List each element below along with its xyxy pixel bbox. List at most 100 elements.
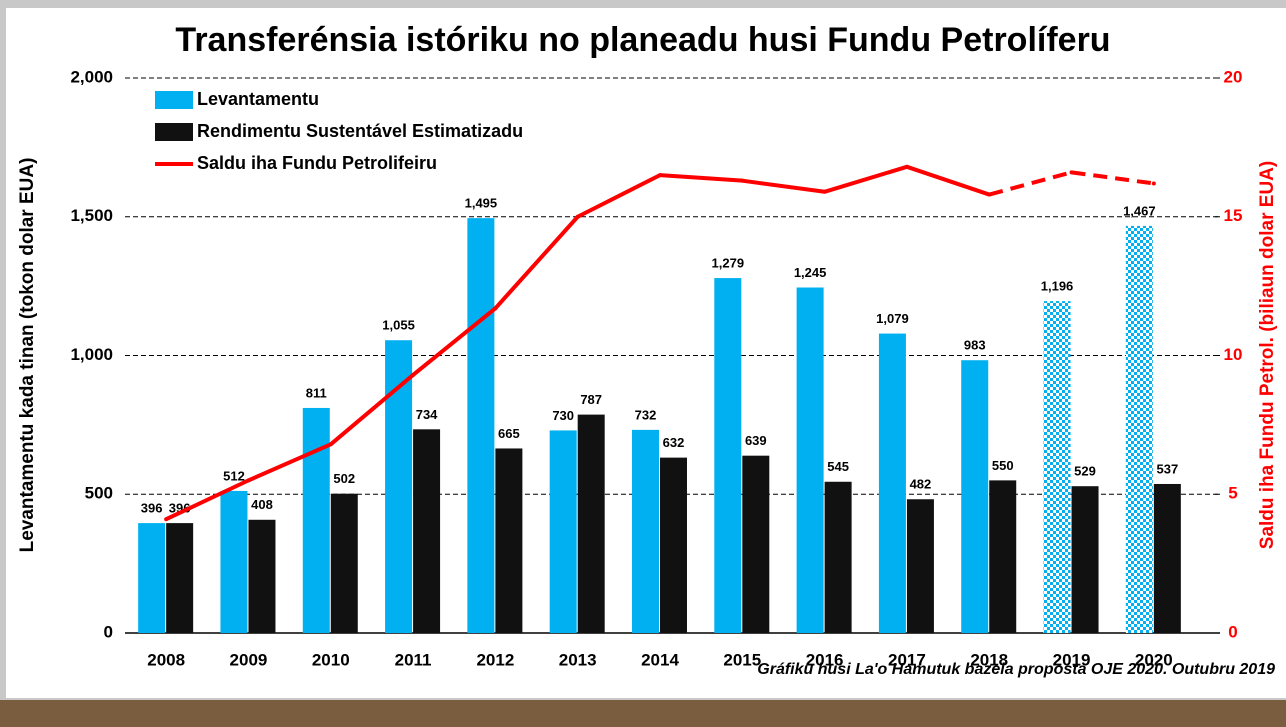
y-tick-label: 500 [85, 484, 113, 503]
value-label: 1,055 [382, 318, 415, 333]
legend-label: Rendimentu Sustentável Estimatizadu [197, 121, 523, 141]
value-label: 512 [223, 468, 245, 483]
x-tick-label: 2018 [970, 650, 1008, 669]
bar [1043, 301, 1071, 633]
value-label: 811 [306, 385, 327, 400]
line-point [987, 192, 992, 197]
x-tick-label: 2016 [806, 650, 844, 669]
value-label: 983 [964, 338, 986, 353]
value-label: 665 [498, 426, 520, 441]
y-axis-label: Levantamentu kada tinan (tokon dolar EUA… [17, 158, 38, 553]
value-label: 1,245 [794, 265, 827, 280]
bar [824, 481, 852, 633]
bar [796, 287, 824, 633]
value-label: 545 [827, 459, 849, 474]
line-segment [165, 478, 250, 522]
line-point [822, 189, 827, 194]
line-point [493, 306, 498, 311]
value-label: 482 [910, 477, 932, 492]
legend-label: Levantamentu [197, 89, 319, 109]
bar [495, 448, 523, 633]
value-label: 732 [635, 407, 657, 422]
bar [632, 429, 659, 633]
bar [413, 429, 441, 633]
line-point [658, 173, 662, 178]
value-label: 502 [333, 471, 355, 486]
y-tick-label: 2,000 [70, 67, 113, 86]
value-label: 396 [141, 501, 163, 516]
y2-tick-label: 20 [1224, 67, 1243, 86]
line-segment [1071, 170, 1155, 186]
legend-swatch [155, 91, 193, 109]
value-label: 632 [663, 435, 685, 450]
x-tick-label: 2014 [641, 650, 679, 669]
value-label: 529 [1074, 464, 1096, 479]
line-point [164, 517, 169, 522]
value-label: 408 [251, 497, 273, 512]
bar [742, 455, 770, 633]
bar [248, 519, 276, 633]
value-label: 1,079 [876, 311, 909, 326]
line-segment [659, 173, 743, 183]
line-point [740, 178, 745, 183]
bar [220, 490, 248, 633]
y-tick-label: 1,000 [70, 345, 113, 364]
x-tick-label: 2015 [723, 650, 761, 669]
bar [989, 480, 1017, 633]
x-tick-label: 2020 [1135, 650, 1173, 669]
line-segment [329, 373, 415, 446]
legend-label: Saldu iha Fundu Petrolifeiru [197, 153, 437, 173]
x-tick-label: 2008 [147, 650, 185, 669]
footnote: Gráfiku husi La'o Hamutuk bazeia propost… [757, 661, 1275, 678]
bar [878, 333, 906, 633]
bar [961, 360, 989, 633]
line-segment [576, 173, 661, 219]
value-label: 1,196 [1041, 279, 1074, 294]
bar [577, 414, 605, 633]
bar [385, 340, 413, 633]
legend-swatch [155, 123, 193, 141]
line-segment [906, 164, 990, 197]
x-tick-label: 2012 [476, 650, 514, 669]
value-label: 537 [1156, 461, 1178, 476]
value-label: 639 [745, 433, 767, 448]
bar [330, 493, 358, 633]
line-point [1151, 181, 1156, 186]
x-tick-label: 2017 [888, 650, 926, 669]
line-point [246, 478, 251, 483]
y2-tick-label: 10 [1224, 345, 1243, 364]
line-point [904, 164, 909, 169]
bar [549, 430, 577, 633]
bar [138, 523, 166, 633]
bar [1125, 225, 1153, 633]
bar [1071, 486, 1099, 633]
line-segment [247, 442, 332, 483]
line-point [328, 442, 333, 447]
line-point [575, 214, 580, 219]
x-tick-label: 2013 [559, 650, 597, 669]
bar [302, 407, 330, 633]
value-label: 550 [992, 458, 1014, 473]
bar [714, 278, 742, 633]
bar [467, 218, 495, 633]
bar [660, 457, 687, 633]
y2-tick-label: 15 [1224, 206, 1243, 225]
bar [906, 499, 934, 633]
value-label: 1,279 [712, 256, 745, 271]
y2-tick-label: 5 [1228, 484, 1237, 503]
value-label: 787 [580, 392, 602, 407]
bar [1153, 483, 1181, 633]
line-segment [742, 178, 825, 194]
x-tick-label: 2019 [1053, 650, 1091, 669]
x-tick-label: 2011 [395, 650, 432, 669]
x-tick-label: 2010 [312, 650, 350, 669]
y2-axis-label: Saldu iha Fundu Petrol. (biliaun dolar E… [1257, 161, 1278, 549]
line-point [1069, 170, 1074, 175]
x-tick-label: 2009 [230, 650, 268, 669]
line-segment [411, 306, 497, 377]
bar [166, 523, 194, 633]
value-label: 734 [416, 407, 438, 422]
y-tick-label: 0 [104, 622, 113, 641]
line-segment [493, 215, 580, 310]
